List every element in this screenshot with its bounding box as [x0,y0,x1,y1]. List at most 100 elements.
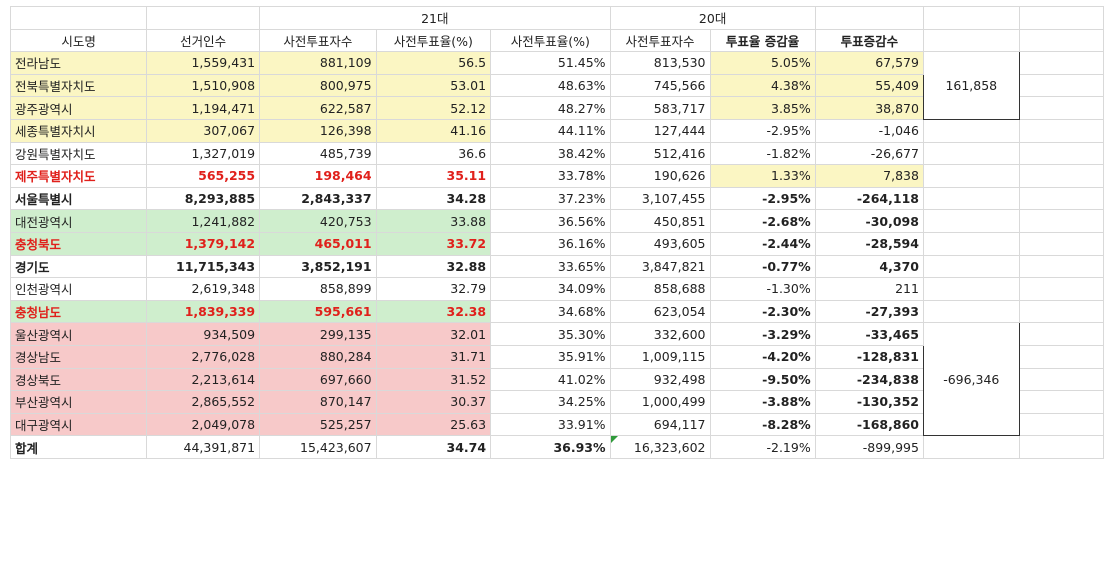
cell-region[interactable]: 전라남도 [9,51,148,75]
cell-pre20[interactable]: 332,600 [609,322,711,346]
header-region[interactable]: 시도명 [9,28,148,53]
blank-cell[interactable] [1018,6,1104,30]
blank-cell[interactable] [1018,96,1104,120]
blank-cell[interactable] [922,164,1020,188]
blank-cell[interactable] [1018,141,1104,166]
cell-rate20[interactable]: 38.42% [490,141,611,166]
cell-rate-diff[interactable]: -9.50% [709,367,816,392]
cell-rate20[interactable]: 33.78% [490,164,611,188]
cell-vote-diff[interactable]: -168,860 [814,412,924,437]
cell-region[interactable]: 경상남도 [9,344,148,369]
blank-cell[interactable] [1018,118,1104,143]
cell-rate21[interactable]: 32.38 [375,299,492,324]
cell-region[interactable]: 대전광역시 [9,209,148,233]
cell-pre20[interactable]: 1,000,499 [609,390,711,414]
cell-vote-diff[interactable]: -1,046 [814,118,924,143]
cell-rate21[interactable]: 56.5 [375,51,492,75]
cell-pre21[interactable]: 420,753 [259,209,377,233]
blank-cell[interactable] [1018,412,1104,437]
cell-rate21[interactable]: 33.88 [375,209,492,233]
cell-rate20[interactable]: 33.91% [490,412,611,437]
blank-cell[interactable] [922,118,1020,143]
cell-voters[interactable]: 1,839,339 [146,299,261,324]
cell-rate-diff[interactable]: -2.30% [709,299,816,324]
blank-cell[interactable] [922,254,1020,279]
cell-rate-diff[interactable]: -2.95% [709,118,816,143]
cell-vote-diff[interactable]: 55,409 [814,73,924,98]
cell-vote-diff[interactable]: 4,370 [814,254,924,279]
cell-pre21[interactable]: 485,739 [259,141,377,166]
blank-cell[interactable] [922,186,1020,211]
cell-voters[interactable]: 2,049,078 [146,412,261,437]
cell-region[interactable]: 울산광역시 [9,322,148,346]
cell-pre21[interactable]: 465,011 [259,231,377,256]
cell-pre21[interactable]: 2,843,337 [259,186,377,211]
cell-rate20[interactable]: 48.63% [490,73,611,98]
cell-voters[interactable]: 1,327,019 [146,141,261,166]
cell-voters[interactable]: 2,865,552 [146,390,261,414]
cell-region[interactable]: 경기도 [9,254,148,279]
cell-voters[interactable]: 307,067 [146,118,261,143]
cell-rate-diff[interactable]: -3.29% [709,322,816,346]
cell-vote-diff[interactable]: -264,118 [814,186,924,211]
cell-region[interactable]: 인천광역시 [9,277,148,301]
blank-cell[interactable] [1018,164,1104,188]
group-header-21[interactable]: 21대 [259,6,611,30]
cell-pre20[interactable]: 583,717 [609,96,711,120]
blank-cell[interactable] [814,6,924,30]
blank-cell[interactable] [1018,254,1104,279]
cell-vote-diff[interactable]: 38,870 [814,96,924,120]
cell-pre21[interactable]: 800,975 [259,73,377,98]
cell-pre20[interactable]: 190,626 [609,164,711,188]
cell-region[interactable]: 세종특별자치시 [9,118,148,143]
cell-region[interactable]: 부산광역시 [9,390,148,414]
cell-rate21[interactable]: 31.52 [375,367,492,392]
cell-region[interactable]: 광주광역시 [9,96,148,120]
cell-region[interactable]: 대구광역시 [9,412,148,437]
cell-pre20[interactable]: 932,498 [609,367,711,392]
cell-pre20[interactable]: 3,847,821 [609,254,711,279]
cell-pre21[interactable]: 15,423,607 [259,435,377,459]
cell-pre21[interactable]: 595,661 [259,299,377,324]
cell-pre21[interactable]: 880,284 [259,344,377,369]
cell-vote-diff[interactable]: 67,579 [814,51,924,75]
cell-pre21[interactable]: 697,660 [259,367,377,392]
blank-cell[interactable] [922,231,1020,256]
blank-cell[interactable] [1018,322,1104,346]
blank-cell[interactable] [1018,51,1104,75]
cell-voters[interactable]: 1,241,882 [146,209,261,233]
header-rate21[interactable]: 사전투표율(%) [375,28,492,53]
cell-rate20[interactable]: 35.30% [490,322,611,346]
cell-rate-diff[interactable]: 4.38% [709,73,816,98]
header-rate20[interactable]: 사전투표율(%) [490,28,611,53]
cell-pre21[interactable]: 126,398 [259,118,377,143]
cell-vote-diff[interactable]: -234,838 [814,367,924,392]
cell-pre21[interactable]: 525,257 [259,412,377,437]
cell-voters[interactable]: 2,213,614 [146,367,261,392]
cell-vote-diff[interactable]: -899,995 [814,435,924,459]
cell-rate20[interactable]: 34.09% [490,277,611,301]
cell-rate20[interactable]: 37.23% [490,186,611,211]
blank-cell[interactable] [1018,299,1104,324]
cell-rate-diff[interactable]: -0.77% [709,254,816,279]
cell-vote-diff[interactable]: -33,465 [814,322,924,346]
cell-pre20[interactable]: 694,117 [609,412,711,437]
cell-region[interactable]: 충청남도 [9,299,148,324]
cell-vote-diff[interactable]: -128,831 [814,344,924,369]
blank-cell[interactable] [1018,435,1104,459]
cell-pre20[interactable]: 623,054 [609,299,711,324]
cell-voters[interactable]: 44,391,871 [146,435,261,459]
header-pre20[interactable]: 사전투표자수 [609,28,711,53]
cell-region[interactable]: 합계 [9,435,148,459]
cell-rate-diff[interactable]: 1.33% [709,164,816,188]
cell-pre21[interactable]: 3,852,191 [259,254,377,279]
cell-voters[interactable]: 565,255 [146,164,261,188]
cell-rate-diff[interactable]: -8.28% [709,412,816,437]
blank-cell[interactable] [1018,344,1104,369]
cell-vote-diff[interactable]: -30,098 [814,209,924,233]
cell-rate20[interactable]: 36.93% [490,435,611,459]
blank-cell[interactable] [922,6,1020,30]
blank-cell[interactable] [922,435,1020,459]
group-total-lower[interactable]: -696,346 [922,322,1020,437]
cell-pre20[interactable]: 745,566 [609,73,711,98]
